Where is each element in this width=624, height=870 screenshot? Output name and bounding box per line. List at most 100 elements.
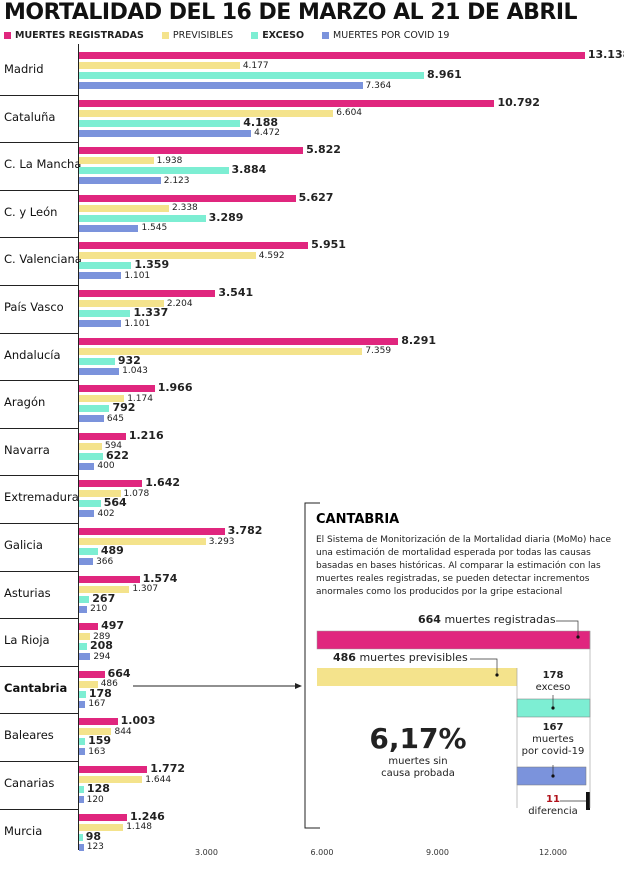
panel-bar-previsibles	[317, 668, 517, 686]
data-label: 294	[93, 651, 111, 662]
bar-2	[79, 833, 83, 841]
data-label: 7.359	[365, 346, 392, 357]
region-label: Andalucía	[4, 347, 61, 362]
legend-label: PREVISIBLES	[172, 30, 234, 41]
text: muertes	[532, 734, 574, 745]
x-tick-label: 3.000	[195, 848, 218, 857]
bar-0	[79, 337, 399, 345]
region-divider	[0, 380, 78, 382]
bar-0	[79, 766, 148, 773]
bar-2	[79, 72, 424, 79]
data-label: 1.246	[129, 809, 165, 823]
x-tick-label: 12.000	[539, 848, 567, 857]
value: 178	[542, 670, 564, 681]
region-label: C. La Mancha	[4, 157, 82, 172]
region-divider	[0, 475, 78, 477]
value: 486	[333, 651, 356, 664]
data-label: 594	[104, 441, 123, 452]
bar-2	[79, 643, 87, 651]
bar-2	[79, 310, 131, 317]
bar-1	[79, 300, 164, 307]
bar-2	[79, 262, 132, 270]
region-divider	[0, 761, 78, 762]
data-label: 1.307	[132, 584, 159, 595]
data-label: 98	[85, 829, 102, 843]
bar-3	[79, 320, 122, 327]
data-label: 6.604	[336, 108, 363, 119]
data-label: 2.338	[172, 203, 198, 214]
data-label: 8.291	[401, 333, 436, 347]
bar-2	[79, 357, 115, 365]
data-label: 3.782	[227, 524, 263, 537]
bar-0	[79, 718, 118, 726]
bar-1	[79, 823, 124, 831]
legend-label: MUERTES REGISTRADAS	[15, 30, 144, 41]
bar-0	[79, 432, 126, 440]
bar-3	[79, 653, 91, 661]
data-label: 208	[90, 639, 113, 653]
value: 664	[418, 613, 441, 626]
data-label: 1.043	[122, 366, 148, 377]
bar-2	[79, 214, 206, 222]
value: 11	[546, 794, 560, 805]
bar-0	[79, 480, 143, 488]
bar-2	[79, 786, 84, 793]
bar-1	[79, 347, 363, 355]
region-divider	[0, 94, 78, 96]
bar-2	[79, 405, 110, 413]
label-diferencia: 11 diferencia	[523, 794, 583, 818]
data-label: 1.003	[120, 714, 156, 728]
data-label: 932	[117, 353, 141, 367]
region-label: Navarra	[4, 442, 50, 457]
data-label: 1.966	[157, 381, 193, 395]
data-label: 289	[93, 631, 111, 642]
bar-2	[79, 119, 241, 127]
bar-0	[79, 623, 99, 631]
bar-3	[79, 272, 122, 280]
bar-3	[79, 462, 95, 470]
bar-1	[79, 633, 91, 641]
data-label: 167	[88, 699, 106, 710]
data-label: 13.138	[587, 48, 624, 61]
data-label: 163	[88, 746, 106, 757]
region-divider	[0, 713, 78, 715]
text: exceso	[535, 682, 571, 693]
bar-1	[79, 62, 240, 69]
data-label: 2.123	[163, 175, 190, 186]
data-label: 622	[105, 448, 129, 462]
text: por covid-19	[521, 746, 585, 757]
label-covid: 167 muertes por covid-19	[513, 722, 593, 758]
data-label: 10.792	[497, 95, 540, 109]
data-label: 4.472	[254, 128, 280, 139]
bar-1	[79, 776, 143, 783]
data-label: 1.545	[141, 223, 168, 234]
legend-item-covid: MUERTES POR COVID 19	[322, 30, 449, 41]
data-label: 4.592	[258, 250, 285, 261]
bar-2	[79, 500, 101, 508]
data-label: 1.644	[145, 774, 172, 785]
region-label: Galicia	[4, 538, 43, 552]
region-divider	[0, 427, 78, 429]
data-label: 1.574	[142, 571, 178, 585]
region-label: País Vasco	[4, 300, 64, 314]
text: diferencia	[528, 806, 578, 817]
region-label: Cantabria	[4, 680, 68, 695]
bar-2	[79, 548, 98, 555]
data-label: 497	[101, 619, 125, 633]
data-label: 4.177	[242, 60, 269, 71]
legend-label: EXCESO	[262, 30, 305, 41]
data-label: 267	[92, 591, 116, 605]
data-label: 489	[100, 544, 124, 557]
bar-3	[79, 700, 86, 708]
data-label: 123	[86, 842, 104, 853]
bar-1	[79, 490, 121, 498]
data-label: 844	[114, 726, 132, 737]
data-label: 664	[107, 666, 131, 680]
bar-3	[79, 605, 88, 613]
region-label: Aragón	[4, 395, 46, 410]
legend-item-exceso: EXCESO	[251, 30, 304, 41]
label-exceso: 178 exceso	[528, 670, 578, 694]
bar-1	[79, 395, 125, 403]
